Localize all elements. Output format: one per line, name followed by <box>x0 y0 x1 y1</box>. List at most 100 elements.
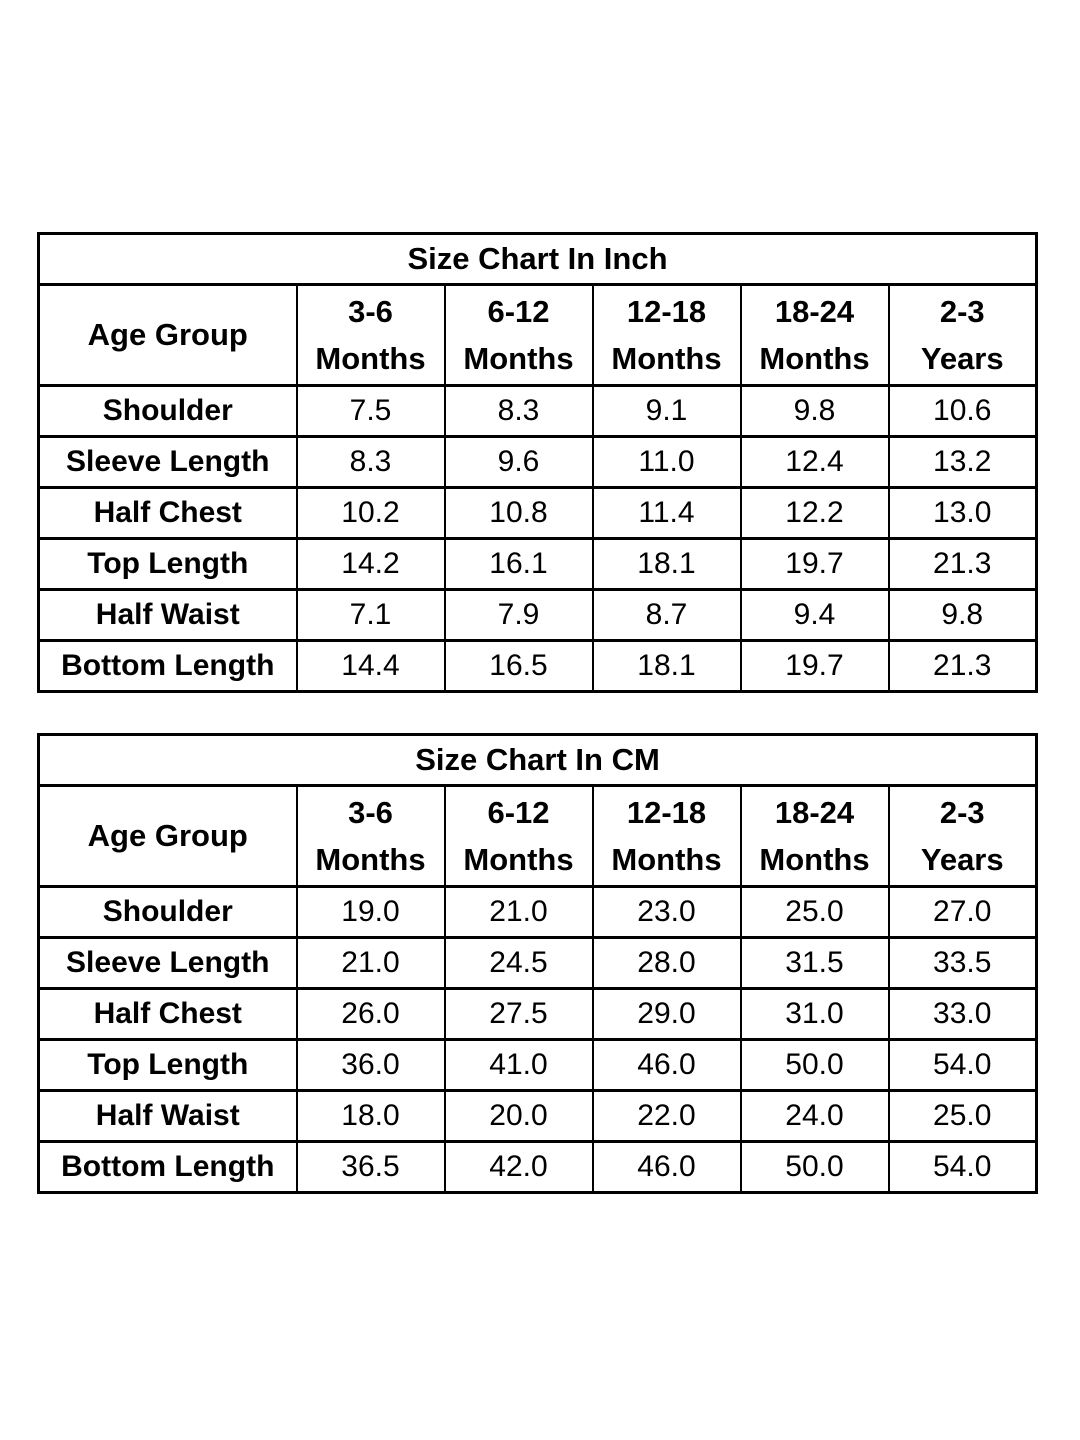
cell-value: 26.0 <box>295 987 446 1041</box>
cell-value: 50.0 <box>739 1038 890 1092</box>
cell-value: 14.4 <box>295 639 446 693</box>
row-label: Half Chest <box>37 486 298 540</box>
cell-value: 41.0 <box>443 1038 594 1092</box>
cell-value: 8.3 <box>295 435 446 489</box>
column-header-range: 6-12 <box>487 294 550 329</box>
cell-value: 19.7 <box>739 537 890 591</box>
table-row: Half Chest 10.2 10.8 11.4 12.2 13.0 <box>37 486 1038 540</box>
cell-value: 42.0 <box>443 1140 594 1194</box>
cell-value: 28.0 <box>591 936 742 990</box>
cell-value: 12.4 <box>739 435 890 489</box>
row-label: Half Chest <box>37 987 298 1041</box>
row-label: Sleeve Length <box>37 435 298 489</box>
table-title: Size Chart In Inch <box>37 232 1038 286</box>
size-table-cm: Size Chart In CM Age Group 3-6 Months 6-… <box>37 733 1038 1194</box>
column-header-row: Age Group 3-6 Months 6-12 Months 12-18 M… <box>37 784 1038 888</box>
row-label: Half Waist <box>37 588 298 642</box>
cell-value: 31.5 <box>739 936 890 990</box>
cell-value: 10.8 <box>443 486 594 540</box>
column-header: 18-24 Months <box>739 283 890 387</box>
cell-value: 13.0 <box>887 486 1038 540</box>
cell-value: 9.6 <box>443 435 594 489</box>
column-header-range: 12-18 <box>626 795 707 830</box>
table-row: Sleeve Length 8.3 9.6 11.0 12.4 13.2 <box>37 435 1038 489</box>
column-header: 2-3 Years <box>887 784 1038 888</box>
cell-value: 21.3 <box>887 639 1038 693</box>
row-label: Half Waist <box>37 1089 298 1143</box>
table-row: Bottom Length 14.4 16.5 18.1 19.7 21.3 <box>37 639 1038 693</box>
cell-value: 27.5 <box>443 987 594 1041</box>
table-row: Top Length 14.2 16.1 18.1 19.7 21.3 <box>37 537 1038 591</box>
cell-value: 25.0 <box>887 1089 1038 1143</box>
table-row: Shoulder 7.5 8.3 9.1 9.8 10.6 <box>37 384 1038 438</box>
cell-value: 9.8 <box>887 588 1038 642</box>
cell-value: 21.3 <box>887 537 1038 591</box>
cell-value: 18.1 <box>591 639 742 693</box>
column-header: 3-6 Months <box>295 784 446 888</box>
cell-value: 12.2 <box>739 486 890 540</box>
row-label: Sleeve Length <box>37 936 298 990</box>
cell-value: 24.5 <box>443 936 594 990</box>
cell-value: 10.6 <box>887 384 1038 438</box>
cell-value: 24.0 <box>739 1089 890 1143</box>
column-header-range: 3-6 <box>348 795 393 830</box>
cell-value: 20.0 <box>443 1089 594 1143</box>
column-header-unit: Months <box>611 341 722 376</box>
cell-value: 50.0 <box>739 1140 890 1194</box>
column-header: 3-6 Months <box>295 283 446 387</box>
cell-value: 46.0 <box>591 1140 742 1194</box>
age-group-header: Age Group <box>37 784 298 888</box>
cell-value: 9.1 <box>591 384 742 438</box>
table-title-row: Size Chart In CM <box>37 733 1038 787</box>
cell-value: 9.8 <box>739 384 890 438</box>
cell-value: 36.5 <box>295 1140 446 1194</box>
cell-value: 13.2 <box>887 435 1038 489</box>
column-header-range: 2-3 <box>939 795 985 830</box>
column-header: 6-12 Months <box>443 283 594 387</box>
table-row: Top Length 36.0 41.0 46.0 50.0 54.0 <box>37 1038 1038 1092</box>
column-header-row: Age Group 3-6 Months 6-12 Months 12-18 M… <box>37 283 1038 387</box>
cell-value: 29.0 <box>591 987 742 1041</box>
column-header-unit: Months <box>463 341 574 376</box>
cell-value: 14.2 <box>295 537 446 591</box>
cell-value: 7.9 <box>443 588 594 642</box>
cell-value: 54.0 <box>887 1038 1038 1092</box>
cell-value: 19.0 <box>295 885 446 939</box>
table-row: Half Waist 18.0 20.0 22.0 24.0 25.0 <box>37 1089 1038 1143</box>
age-group-header: Age Group <box>37 283 298 387</box>
row-label: Shoulder <box>37 384 298 438</box>
cell-value: 46.0 <box>591 1038 742 1092</box>
column-header: 12-18 Months <box>591 784 742 888</box>
column-header-unit: Months <box>759 341 870 376</box>
table-title: Size Chart In CM <box>37 733 1038 787</box>
cell-value: 7.5 <box>295 384 446 438</box>
cell-value: 23.0 <box>591 885 742 939</box>
column-header-unit: Years <box>920 842 1004 877</box>
cell-value: 10.2 <box>295 486 446 540</box>
cell-value: 8.3 <box>443 384 594 438</box>
column-header-range: 18-24 <box>774 294 855 329</box>
column-header-unit: Months <box>315 842 426 877</box>
row-label: Bottom Length <box>37 1140 298 1194</box>
cell-value: 25.0 <box>739 885 890 939</box>
row-label: Top Length <box>37 1038 298 1092</box>
cell-value: 9.4 <box>739 588 890 642</box>
column-header-unit: Months <box>315 341 426 376</box>
cell-value: 36.0 <box>295 1038 446 1092</box>
table-row: Shoulder 19.0 21.0 23.0 25.0 27.0 <box>37 885 1038 939</box>
column-header-unit: Months <box>463 842 574 877</box>
table-row: Half Chest 26.0 27.5 29.0 31.0 33.0 <box>37 987 1038 1041</box>
cell-value: 31.0 <box>739 987 890 1041</box>
cell-value: 8.7 <box>591 588 742 642</box>
cell-value: 27.0 <box>887 885 1038 939</box>
cell-value: 19.7 <box>739 639 890 693</box>
cell-value: 16.5 <box>443 639 594 693</box>
column-header-range: 6-12 <box>487 795 550 830</box>
size-table-inch: Size Chart In Inch Age Group 3-6 Months … <box>37 232 1038 693</box>
cell-value: 11.4 <box>591 486 742 540</box>
column-header-range: 12-18 <box>626 294 707 329</box>
column-header: 18-24 Months <box>739 784 890 888</box>
column-header-unit: Months <box>759 842 870 877</box>
column-header-range: 3-6 <box>348 294 393 329</box>
